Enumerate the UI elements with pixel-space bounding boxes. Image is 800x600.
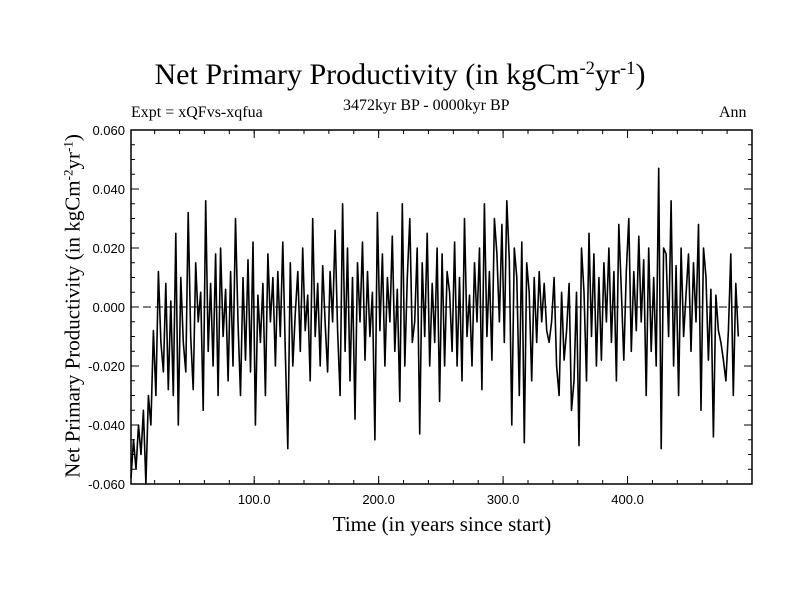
y-tick-label: -0.020 [88, 359, 125, 374]
y-tick-label: 0.060 [92, 123, 125, 138]
y-tick-label: -0.060 [88, 477, 125, 492]
y-axis-label: Net Primary Productivity (in kgCm-2yr-1) [60, 134, 85, 478]
y-tick-label: 0.020 [92, 241, 125, 256]
period-label: 3472kyr BP - 0000kyr BP [343, 97, 510, 114]
experiment-label: Expt = xQFvs-xqfua [131, 104, 263, 121]
y-tick-label: 0.040 [92, 182, 125, 197]
series-line-ann [130, 167, 740, 485]
chart-title: Net Primary Productivity (in kgCm-2yr-1) [154, 57, 646, 91]
x-tick-label: 100.0 [238, 492, 271, 507]
x-tick-label: 200.0 [362, 492, 395, 507]
season-label: Ann [719, 104, 747, 121]
y-tick-label: -0.040 [88, 418, 125, 433]
y-axis: -0.060 -0.040 -0.020 0.000 0.020 0.040 0.060 [88, 123, 752, 492]
x-axis: 100.0 200.0 300.0 400.0 [154, 130, 728, 507]
x-axis-label: Time (in years since start) [332, 512, 552, 536]
x-tick-label: 400.0 [611, 492, 644, 507]
y-tick-label: 0.000 [92, 300, 125, 315]
x-tick-label: 300.0 [487, 492, 520, 507]
